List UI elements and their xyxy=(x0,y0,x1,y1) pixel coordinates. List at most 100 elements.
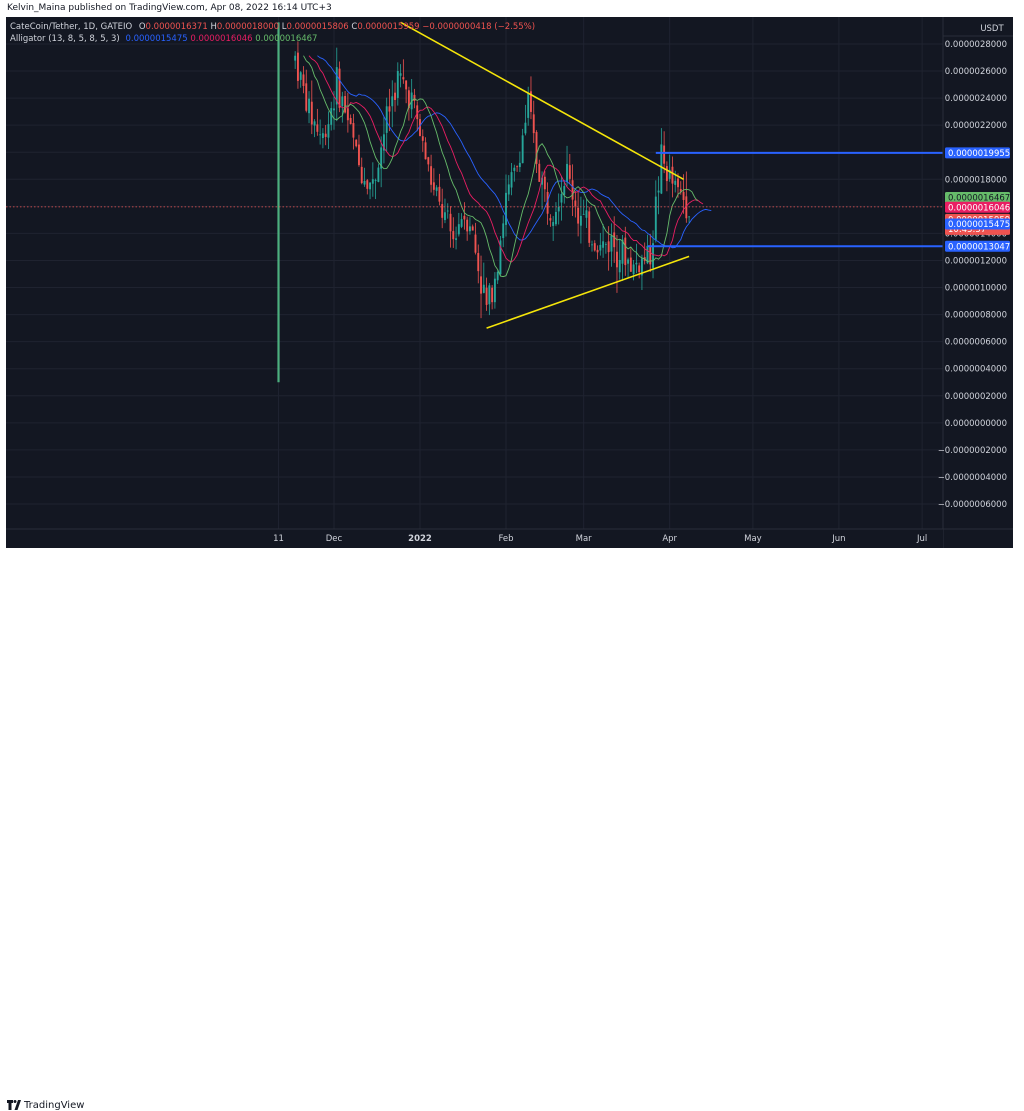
chart-frame[interactable]: USDT 0.0000028000 0.0000026000 0.0000024000… xyxy=(6,17,1013,548)
chart-canvas[interactable]: USDT 0.0000028000 0.0000026000 0.0000024000… xyxy=(6,17,1013,548)
candle-body xyxy=(449,213,452,232)
candle-body xyxy=(491,287,494,303)
candle-body xyxy=(335,67,338,105)
candle-body xyxy=(321,133,324,139)
candle-body xyxy=(358,144,360,166)
candle-body xyxy=(416,105,419,120)
candle-body xyxy=(388,106,391,112)
candle-body xyxy=(313,121,316,126)
candle-body xyxy=(616,251,618,268)
candle-body xyxy=(629,257,632,272)
legend-open-label: O xyxy=(138,22,146,32)
legend-change: −0.0000000418 (−2.55%) xyxy=(422,22,536,32)
candle-body xyxy=(596,249,599,253)
candle-body xyxy=(482,284,485,293)
jaw-price-tag-background xyxy=(945,218,1010,230)
y-tick-label: 0.0000012000 xyxy=(945,256,1007,266)
candle-body xyxy=(477,253,480,272)
candle-body xyxy=(346,108,349,121)
candle-body xyxy=(591,244,593,246)
candle-body xyxy=(296,52,299,81)
y-tick-label: −0.0000002000 xyxy=(938,446,1007,456)
candle-body xyxy=(466,219,469,232)
x-tick-label: May xyxy=(744,534,762,544)
candle-body xyxy=(632,264,635,275)
candle-body xyxy=(341,96,344,107)
candle-body xyxy=(527,92,530,118)
y-tick-label: 0.0000008000 xyxy=(945,311,1007,321)
candle-body xyxy=(324,133,327,137)
publisher-line: Kelvin_Maina published on TradingView.co… xyxy=(7,3,332,13)
candle-body xyxy=(566,163,568,182)
candle-body xyxy=(568,165,571,179)
x-tick-label: Feb xyxy=(498,534,513,544)
x-tick-label: Dec xyxy=(326,534,343,544)
candle-body xyxy=(524,122,527,134)
horizontal-level-price-tag-background xyxy=(945,147,1010,159)
footer: TradingView xyxy=(0,548,1024,1111)
y-tick-label: 0.0000006000 xyxy=(945,338,1007,348)
candle-body xyxy=(330,108,333,125)
candle-body xyxy=(677,178,679,188)
candle-body xyxy=(665,166,668,182)
legend-row-symbol: CateCoin/Tether, 1D, GATEIO O0.000001637… xyxy=(10,22,535,32)
y-tick-label: 0.0000022000 xyxy=(945,121,1007,131)
candle-body xyxy=(402,77,405,80)
x-tick-label: Mar xyxy=(576,534,593,544)
candle-body xyxy=(327,124,330,138)
candle-body xyxy=(349,117,352,125)
candle-body xyxy=(671,166,674,184)
candle-body xyxy=(663,145,666,164)
candle-body xyxy=(355,139,358,147)
candle-body xyxy=(460,219,463,227)
brand-name: TradingView xyxy=(24,1100,85,1111)
candle-body xyxy=(380,147,383,169)
candle-body xyxy=(430,166,433,185)
candle-body xyxy=(499,240,502,275)
candle-body xyxy=(399,73,402,76)
candle-body xyxy=(579,215,582,226)
time-axis-background xyxy=(6,529,943,548)
candle-body xyxy=(518,162,521,168)
candle-body xyxy=(438,186,441,202)
candle-body xyxy=(505,192,507,225)
candle-body xyxy=(521,135,524,164)
alligator-jaw-line xyxy=(317,55,712,249)
legend-close-label: C xyxy=(351,22,358,32)
candle-body xyxy=(396,71,399,98)
candle-body xyxy=(333,108,335,111)
candle-body xyxy=(618,260,621,273)
x-tick-label: 2022 xyxy=(408,534,432,544)
candle-body xyxy=(582,213,585,215)
y-tick-label: 0.0000002000 xyxy=(945,392,1007,402)
candle-body xyxy=(557,206,560,212)
candle-body xyxy=(624,237,627,266)
candle-body xyxy=(407,90,410,109)
candle-body xyxy=(549,218,552,221)
candle-body xyxy=(577,207,580,224)
candle-body xyxy=(513,167,516,171)
candle-body xyxy=(463,215,466,220)
candle-body xyxy=(294,55,297,61)
candle-body xyxy=(604,243,607,245)
candle-body xyxy=(510,172,513,188)
horizontal-level-price-tag: 0.0000019955 xyxy=(948,149,1010,159)
x-tick-label: 11 xyxy=(273,534,284,544)
candle-body xyxy=(635,262,638,265)
legend-close-value: 0.0000015959 xyxy=(357,22,420,32)
candle-body xyxy=(455,238,458,240)
x-tick-label: Jun xyxy=(831,534,845,544)
candle-body xyxy=(441,204,444,218)
candle-body xyxy=(316,124,319,132)
candle-body xyxy=(674,180,677,185)
legend-symbol: CateCoin/Tether, 1D, GATEIO xyxy=(10,22,133,32)
lips-price-tag-background xyxy=(945,192,1010,204)
legend-lips-value: 0.0000016467 xyxy=(255,34,318,44)
candle-body xyxy=(621,239,624,264)
candle-body xyxy=(607,241,610,253)
candle-body xyxy=(474,234,477,253)
y-tick-label: 0.0000004000 xyxy=(945,365,1007,375)
candle-body xyxy=(652,243,654,268)
candle-body xyxy=(516,166,519,168)
candle-body xyxy=(679,189,682,192)
